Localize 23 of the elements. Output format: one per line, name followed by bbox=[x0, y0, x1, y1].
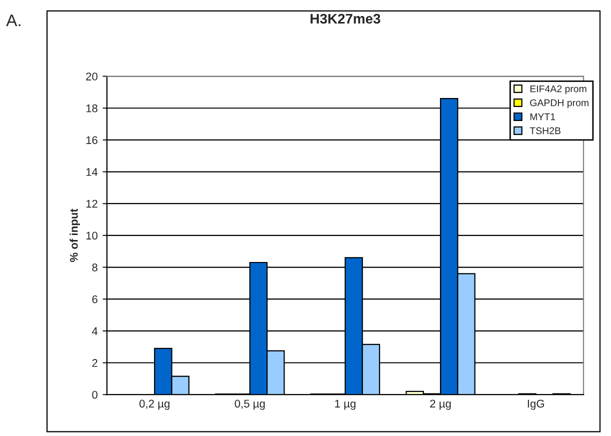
x-tick-label: 1 µg bbox=[335, 400, 356, 410]
y-tick-label: 8 bbox=[92, 264, 98, 272]
legend-label: MYT1 bbox=[530, 113, 556, 120]
x-tick-label: 0,2 µg bbox=[139, 400, 170, 410]
x-tick-label: IgG bbox=[528, 400, 544, 410]
y-tick-label: 6 bbox=[92, 295, 98, 304]
y-tick-label: 18 bbox=[86, 104, 98, 112]
x-tick-label: 2 µg bbox=[430, 400, 451, 410]
chart-title: H3K27me3 bbox=[310, 14, 380, 24]
y-tick-label: 2 bbox=[92, 359, 98, 367]
legend-label: GAPDH prom bbox=[530, 99, 588, 108]
legend-label: EIF4A2 prom bbox=[530, 85, 586, 94]
y-tick-label: 0 bbox=[92, 390, 98, 399]
x-tick-label: 0,5 µg bbox=[234, 400, 265, 410]
y-tick-label: 20 bbox=[86, 72, 98, 80]
y-tick-label: 12 bbox=[86, 200, 98, 208]
y-tick-label: 10 bbox=[86, 232, 98, 240]
text: A. bbox=[6, 14, 20, 26]
y-axis-title: % of input bbox=[70, 208, 80, 262]
y-tick-label: 14 bbox=[86, 168, 98, 176]
legend-label: TSH2B bbox=[530, 127, 560, 134]
y-tick-label: 4 bbox=[92, 327, 98, 335]
y-tick-label: 16 bbox=[86, 136, 98, 144]
